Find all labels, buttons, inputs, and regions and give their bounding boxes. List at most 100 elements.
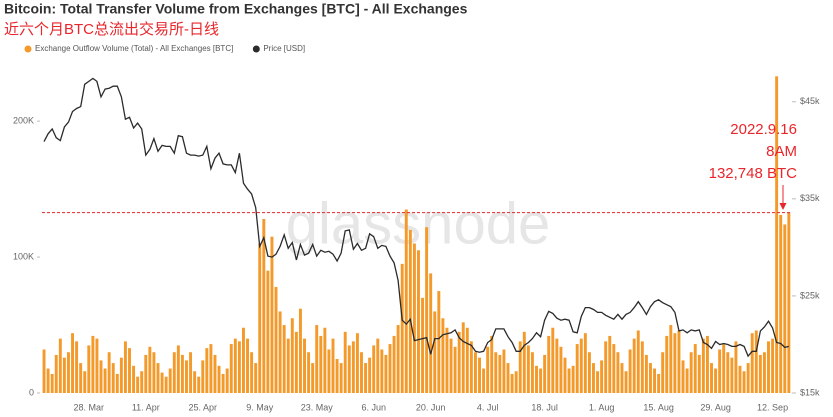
x-tick-label: 28. Mar <box>74 402 105 412</box>
bar <box>294 331 298 393</box>
bar <box>136 376 140 393</box>
bar <box>693 344 697 393</box>
bar <box>140 371 144 393</box>
bar <box>115 373 119 393</box>
bar <box>95 338 99 393</box>
bar <box>575 344 579 393</box>
bar <box>408 229 412 393</box>
bar <box>351 341 355 393</box>
bar <box>526 345 530 393</box>
x-tick-label: 18. Jul <box>531 402 558 412</box>
bar <box>730 357 734 393</box>
chart-subtitle: 近六个月BTC总流出交易所-日线 <box>4 20 219 38</box>
bar <box>303 338 306 393</box>
bar <box>380 349 384 393</box>
bar <box>705 335 709 393</box>
bar <box>636 330 640 393</box>
x-tick-label: 12. Sep <box>757 402 788 412</box>
bar <box>54 354 58 393</box>
y2-tick-label: $15k <box>800 387 820 397</box>
bar <box>490 335 494 393</box>
legend-label: Price [USD] <box>263 44 305 53</box>
bar <box>754 330 758 393</box>
bar <box>75 341 79 393</box>
bar <box>567 368 571 393</box>
bar <box>543 354 547 393</box>
bar <box>482 368 486 393</box>
bar <box>123 341 127 393</box>
y-tick-label: 200K <box>13 116 34 126</box>
bar <box>392 335 396 393</box>
bar <box>762 352 766 393</box>
bar <box>429 273 433 393</box>
bar <box>400 263 404 393</box>
legend-label: Exchange Outflow Volume (Total) - All Ex… <box>35 44 233 53</box>
bar <box>372 345 376 393</box>
bar <box>156 363 160 393</box>
bar <box>539 368 543 393</box>
bar <box>99 360 103 393</box>
bar <box>596 371 600 393</box>
bar <box>331 338 335 393</box>
bar <box>290 318 294 393</box>
x-tick-label: 20. Jun <box>416 402 446 412</box>
bar <box>563 357 567 393</box>
bar <box>530 352 534 393</box>
bar <box>604 341 608 393</box>
bar <box>714 368 718 393</box>
bar <box>600 360 604 393</box>
bar <box>457 331 461 393</box>
bar <box>734 341 738 393</box>
bar <box>697 354 701 393</box>
bar <box>506 363 510 393</box>
y-tick-label: 100K <box>13 251 34 261</box>
legend-swatch <box>252 45 260 53</box>
bar <box>681 360 685 393</box>
bar <box>473 352 477 393</box>
bar <box>718 349 722 393</box>
annotation-text: 132,748 BTC <box>709 165 798 182</box>
bar <box>559 346 563 393</box>
bar <box>144 354 148 393</box>
bar <box>42 349 46 393</box>
legend-swatch <box>24 45 32 53</box>
bar <box>640 341 644 393</box>
bar <box>689 352 693 393</box>
bar <box>176 345 180 393</box>
bar <box>241 327 245 393</box>
bar <box>298 308 302 393</box>
chart-title: Bitcoin: Total Transfer Volume from Exch… <box>4 1 468 17</box>
annotation-text: 2022.9.16 <box>730 121 797 138</box>
bar <box>624 371 628 393</box>
bar <box>648 363 652 393</box>
bar <box>323 327 327 393</box>
bar <box>311 363 315 393</box>
bar <box>91 335 95 393</box>
bar <box>152 352 156 393</box>
bar <box>514 371 518 393</box>
bar <box>412 243 416 393</box>
bar <box>355 333 359 393</box>
bar <box>286 338 290 393</box>
bar <box>87 345 91 393</box>
bar <box>79 363 83 393</box>
bar <box>461 322 465 393</box>
bar <box>775 76 779 393</box>
bar <box>746 363 750 393</box>
bar <box>518 341 522 393</box>
bar <box>132 365 136 393</box>
bar <box>278 311 282 393</box>
bar <box>103 368 107 393</box>
bar <box>701 338 705 393</box>
bar <box>107 352 111 393</box>
bar <box>221 373 225 393</box>
bar <box>555 338 559 393</box>
bar <box>46 368 50 393</box>
bar <box>50 373 54 393</box>
bar <box>779 214 783 393</box>
bar <box>445 327 449 393</box>
bar <box>653 368 657 393</box>
bar <box>164 376 168 393</box>
price-line <box>43 77 789 358</box>
bar <box>254 363 258 393</box>
